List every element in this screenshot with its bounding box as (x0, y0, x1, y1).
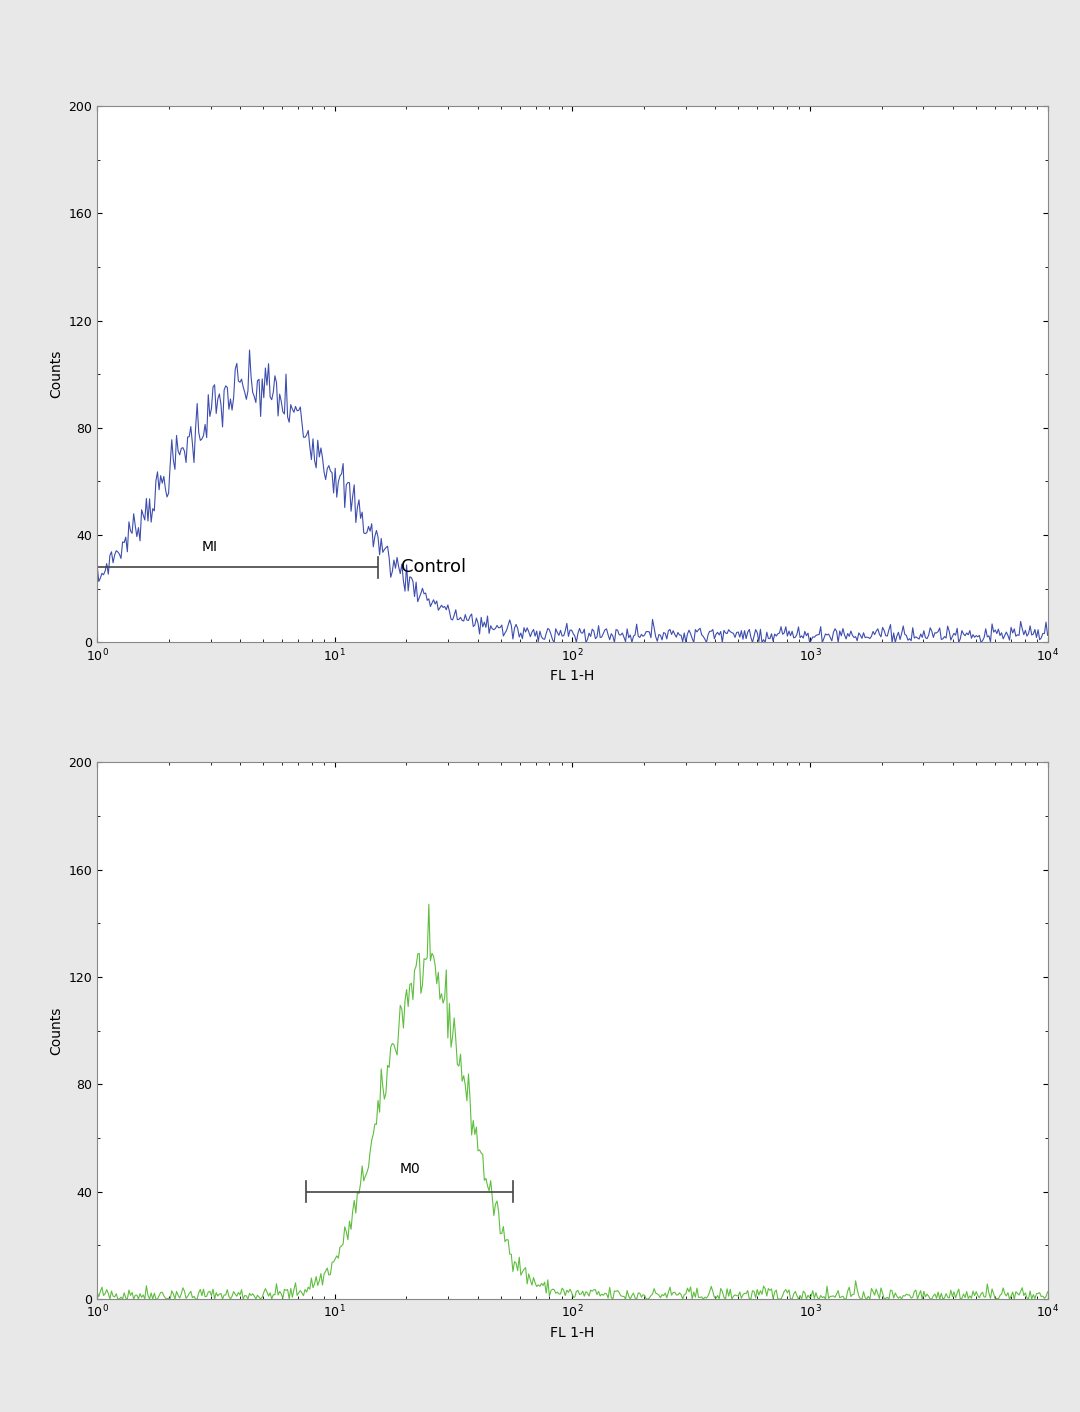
Text: M0: M0 (400, 1162, 420, 1176)
Text: MI: MI (201, 539, 217, 554)
Y-axis label: Counts: Counts (49, 1007, 63, 1055)
X-axis label: FL 1-H: FL 1-H (551, 669, 594, 683)
Text: Control: Control (402, 558, 467, 576)
Y-axis label: Counts: Counts (49, 350, 63, 398)
X-axis label: FL 1-H: FL 1-H (551, 1326, 594, 1340)
